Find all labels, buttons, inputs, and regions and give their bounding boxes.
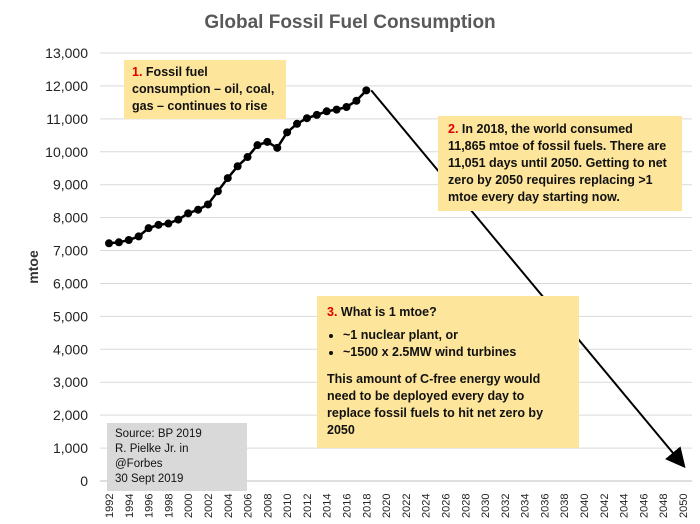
data-point (263, 137, 272, 146)
x-tick-label: 2008 (262, 494, 274, 518)
data-point (253, 141, 262, 150)
annotation-number: 1. (132, 65, 143, 79)
data-point (174, 215, 183, 224)
bullet: ~1 nuclear plant, or (343, 327, 569, 344)
data-point (342, 102, 351, 111)
y-tick-label: 6,000 (53, 275, 88, 291)
chart-title: Global Fossil Fuel Consumption (204, 12, 495, 33)
y-tick-label: 12,000 (45, 78, 88, 94)
data-point (184, 209, 193, 218)
annotation-number: 2. (448, 122, 459, 136)
data-point (233, 162, 242, 171)
x-tick-label: 2044 (619, 494, 631, 518)
x-tick-label: 2010 (282, 494, 294, 518)
bullet: ~1500 x 2.5MW wind turbines (343, 344, 569, 361)
data-point (124, 236, 133, 245)
y-tick-label: 7,000 (53, 243, 88, 259)
data-point (194, 205, 203, 214)
x-tick-label: 2006 (243, 494, 255, 518)
x-tick-label: 2048 (658, 494, 670, 518)
data-point (332, 105, 341, 114)
x-tick-label: 2026 (440, 494, 452, 518)
data-point (352, 96, 361, 105)
data-point (302, 114, 311, 123)
annotation-title: What is 1 mtoe? (340, 305, 437, 319)
x-tick-label: 1998 (163, 494, 175, 518)
x-tick-label: 2016 (342, 494, 354, 518)
x-tick-label: 2030 (480, 494, 492, 518)
x-tick-label: 2000 (183, 494, 195, 518)
annotation-text: Fossil fuel consumption – oil, coal, gas… (132, 65, 275, 113)
y-tick-label: 13,000 (45, 45, 88, 61)
source-line: 30 Sept 2019 (115, 473, 184, 485)
y-tick-label: 1,000 (53, 440, 88, 456)
x-tick-label: 2022 (401, 494, 413, 518)
x-tick-label: 2046 (638, 494, 650, 518)
x-tick-label: 1994 (124, 494, 136, 518)
y-tick-label: 0 (80, 473, 88, 489)
data-point (114, 238, 123, 247)
source-line: R. Pielke Jr. in @Forbes (115, 443, 189, 470)
x-tick-label: 2040 (579, 494, 591, 518)
x-tick-label: 2004 (223, 494, 235, 518)
x-tick-label: 2018 (361, 494, 373, 518)
x-tick-label: 2034 (520, 494, 532, 518)
data-point (223, 174, 232, 183)
data-point (293, 119, 302, 128)
x-tick-label: 2002 (203, 494, 215, 518)
data-point (322, 107, 331, 116)
y-tick-label: 10,000 (45, 144, 88, 160)
annotation-2: 2. In 2018, the world consumed 11,865 mt… (438, 116, 682, 211)
y-tick-label: 5,000 (53, 308, 88, 324)
data-point (213, 187, 222, 196)
y-tick-label: 4,000 (53, 341, 88, 357)
x-tick-label: 2012 (302, 494, 314, 518)
x-tick-label: 2020 (381, 494, 393, 518)
x-tick-label: 1996 (144, 494, 156, 518)
data-point (243, 153, 252, 162)
data-point (362, 86, 371, 95)
x-tick-label: 2036 (539, 494, 551, 518)
x-tick-label: 2028 (460, 494, 472, 518)
x-tick-label: 2050 (678, 494, 690, 518)
annotation-1: 1. Fossil fuel consumption – oil, coal, … (124, 60, 286, 119)
source-line: Source: BP 2019 (115, 428, 202, 440)
x-tick-label: 2024 (421, 494, 433, 518)
arrow (370, 89, 686, 469)
data-point (273, 143, 282, 152)
annotation-text: This amount of C-free energy would need … (327, 372, 544, 437)
x-tick-label: 2032 (500, 494, 512, 518)
y-tick-label: 8,000 (53, 210, 88, 226)
y-axis-label: mtoe (25, 250, 41, 284)
x-tick-label: 1992 (104, 494, 116, 518)
y-tick-label: 9,000 (53, 177, 88, 193)
data-point (144, 224, 153, 233)
x-tick-label: 2014 (322, 494, 334, 518)
y-tick-label: 3,000 (53, 374, 88, 390)
data-point (283, 128, 292, 137)
data-point (312, 110, 321, 119)
data-point (203, 200, 212, 209)
data-point (164, 219, 173, 228)
data-point (105, 239, 113, 248)
annotation-3: 3. What is 1 mtoe? ~1 nuclear plant, or … (317, 296, 579, 448)
annotation-text: In 2018, the world consumed 11,865 mtoe … (448, 122, 667, 204)
y-tick-label: 11,000 (46, 111, 88, 127)
source-box: Source: BP 2019 R. Pielke Jr. in @Forbes… (107, 423, 247, 491)
data-point (134, 232, 143, 241)
x-tick-label: 2042 (599, 494, 611, 518)
data-point (154, 220, 163, 229)
y-tick-label: 2,000 (53, 407, 88, 423)
annotation-number: 3. (327, 305, 338, 319)
x-tick-label: 2038 (559, 494, 571, 518)
